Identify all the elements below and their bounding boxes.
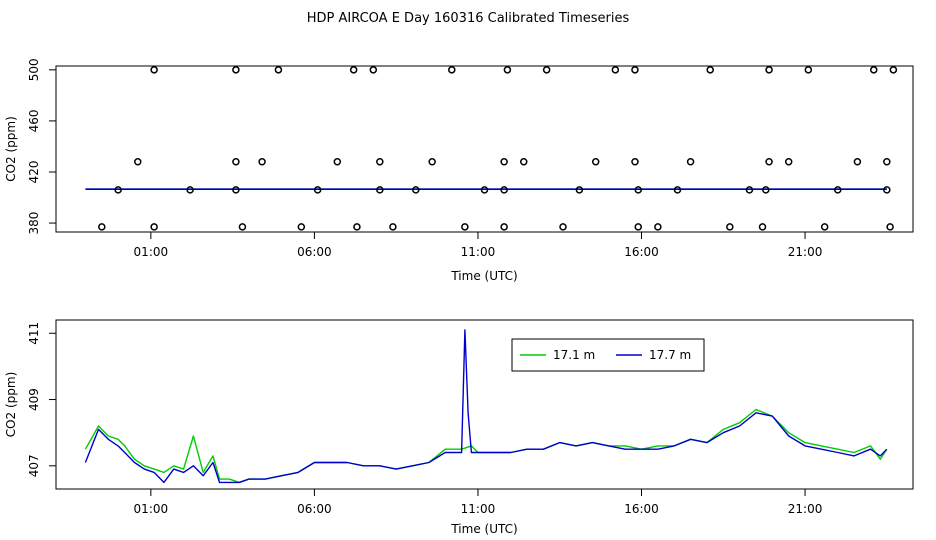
top-plot-scatter: 01:00 06:00 11:00 16:00 21:00 380 420 460 500 Tim… <box>4 58 914 283</box>
data-point <box>238 223 247 231</box>
data-point <box>389 223 397 231</box>
x-axis-label: Time (UTC) <box>450 269 517 283</box>
data-point <box>232 158 240 166</box>
data-point <box>542 66 551 74</box>
x-tick-label: 11:00 <box>461 502 496 516</box>
data-point <box>726 223 734 231</box>
data-point <box>500 186 508 194</box>
x-axis-label: Time (UTC) <box>450 522 517 536</box>
data-point <box>376 186 384 194</box>
x-tick-label: 16:00 <box>624 502 659 516</box>
data-point <box>869 66 878 74</box>
data-point <box>297 223 306 231</box>
data-point <box>134 158 142 166</box>
x-tick-label: 06:00 <box>297 245 332 259</box>
data-point <box>428 158 436 166</box>
data-point <box>480 186 489 194</box>
y-axis-label: CO2 (ppm) <box>4 116 18 182</box>
data-point <box>886 223 894 231</box>
data-point <box>412 186 420 194</box>
chart-title: HDP AIRCOA E Day 160316 Calibrated Times… <box>307 11 630 26</box>
data-point <box>889 66 898 74</box>
data-point <box>232 186 240 194</box>
data-point <box>461 223 469 231</box>
y-tick-label: 407 <box>27 454 41 477</box>
data-point <box>333 158 342 166</box>
data-point <box>369 66 378 74</box>
y-tick-label: 500 <box>27 58 41 81</box>
x-tick-label: 21:00 <box>788 245 823 259</box>
y-tick-label: 409 <box>27 388 41 411</box>
data-point <box>634 223 642 231</box>
data-point <box>745 186 754 194</box>
data-point <box>634 186 642 194</box>
legend-label: 17.1 m <box>553 348 595 362</box>
data-point <box>706 66 714 74</box>
data-point <box>762 186 770 194</box>
data-point <box>654 223 662 231</box>
bottom-plot-lines: 01:00 06:00 11:00 16:00 21:00 407 409 411 Time (… <box>4 319 914 536</box>
data-point <box>631 158 639 166</box>
data-point <box>500 223 508 231</box>
x-tick-label: 01:00 <box>134 245 169 259</box>
data-point <box>376 158 384 166</box>
data-point <box>500 158 508 166</box>
x-tick-label: 11:00 <box>461 245 496 259</box>
data-point <box>883 158 891 166</box>
data-point <box>114 186 122 194</box>
data-point <box>611 66 620 74</box>
data-point <box>631 66 639 74</box>
data-point <box>349 66 358 74</box>
x-tick-label: 16:00 <box>624 245 659 259</box>
x-tick-label: 06:00 <box>297 502 332 516</box>
y-tick-label: 460 <box>27 109 41 132</box>
data-point <box>686 158 695 166</box>
data-point <box>853 158 862 166</box>
series-line-0 <box>84 408 888 484</box>
data-point <box>820 223 829 231</box>
data-point <box>150 223 158 231</box>
data-point <box>353 223 361 231</box>
legend-label: 17.7 m <box>649 348 691 362</box>
x-tick-label: 01:00 <box>134 502 169 516</box>
data-point <box>765 158 773 166</box>
data-point <box>503 66 512 74</box>
series-line-1 <box>84 329 888 484</box>
data-point <box>591 158 600 166</box>
data-point <box>232 66 240 74</box>
data-point <box>883 186 891 194</box>
data-point <box>784 158 793 166</box>
data-point <box>274 66 283 74</box>
plot-frame <box>55 319 914 490</box>
data-point <box>673 186 682 194</box>
legend: 17.1 m 17.7 m <box>511 338 705 372</box>
plot-frame <box>55 65 914 233</box>
x-tick-label: 21:00 <box>788 502 823 516</box>
data-point <box>313 186 322 194</box>
data-point <box>804 66 813 74</box>
data-point <box>520 158 528 166</box>
data-point <box>186 186 194 194</box>
data-point <box>758 223 767 231</box>
data-point <box>150 66 158 74</box>
data-point <box>258 158 266 166</box>
data-point <box>765 66 773 74</box>
y-axis-label: CO2 (ppm) <box>4 372 18 438</box>
y-tick-label: 380 <box>27 212 41 235</box>
data-point <box>834 186 842 194</box>
data-point <box>575 186 584 194</box>
data-point <box>559 223 567 231</box>
y-tick-label: 420 <box>27 161 41 184</box>
data-point <box>98 223 106 231</box>
y-tick-label: 411 <box>27 322 41 345</box>
data-point <box>448 66 456 74</box>
